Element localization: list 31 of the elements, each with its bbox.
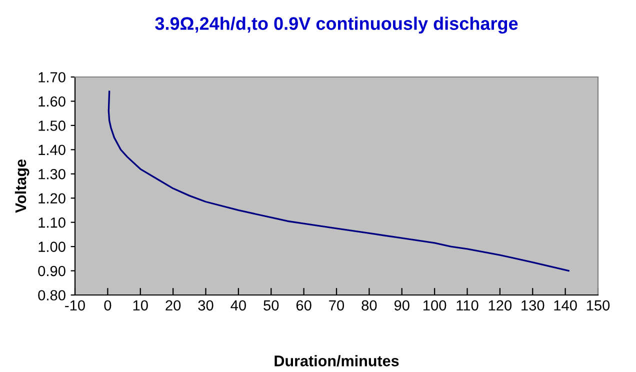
- x-tick-label: 60: [296, 300, 312, 311]
- x-tick-label: 130: [522, 300, 544, 311]
- y-tick-label: 1.60: [38, 96, 66, 107]
- y-axis-title: Voltage: [14, 159, 30, 213]
- y-tick-label: 0.80: [38, 290, 66, 300]
- x-tick-label: 140: [554, 300, 577, 311]
- x-tick-label: 50: [264, 300, 279, 311]
- x-tick-label: 110: [456, 300, 478, 311]
- x-tick-label: 20: [166, 300, 181, 311]
- x-tick-label: 100: [424, 300, 446, 311]
- y-tick-label: 0.90: [38, 266, 66, 276]
- y-tick-label: 1.50: [38, 120, 66, 131]
- y-tick-label: 1.30: [38, 168, 66, 180]
- line-series: [108, 90, 570, 272]
- y-tick-label: 1.70: [38, 72, 66, 82]
- x-tick-label: 10: [133, 300, 148, 311]
- x-tick-label: 70: [329, 300, 344, 311]
- x-tick-label: 80: [362, 300, 377, 311]
- x-tick-label: 0: [104, 300, 112, 311]
- y-tick-label: 1.20: [38, 193, 66, 204]
- y-tick-label: 1.10: [38, 217, 66, 228]
- chart-title: 3.9Ω,24h/d,to 0.9V continuously discharge: [155, 16, 518, 34]
- x-tick-label: -10: [65, 300, 85, 311]
- x-tick-label: 90: [394, 300, 410, 311]
- x-tick-label: 120: [488, 300, 512, 311]
- x-tick-label: 150: [586, 300, 610, 311]
- y-tick-label: 1.40: [38, 144, 66, 156]
- y-tick-label: 1.00: [38, 242, 66, 252]
- x-tick-label: 40: [230, 300, 246, 311]
- x-axis-title: Duration/minutes: [274, 355, 399, 366]
- x-tick-label: 30: [198, 300, 214, 311]
